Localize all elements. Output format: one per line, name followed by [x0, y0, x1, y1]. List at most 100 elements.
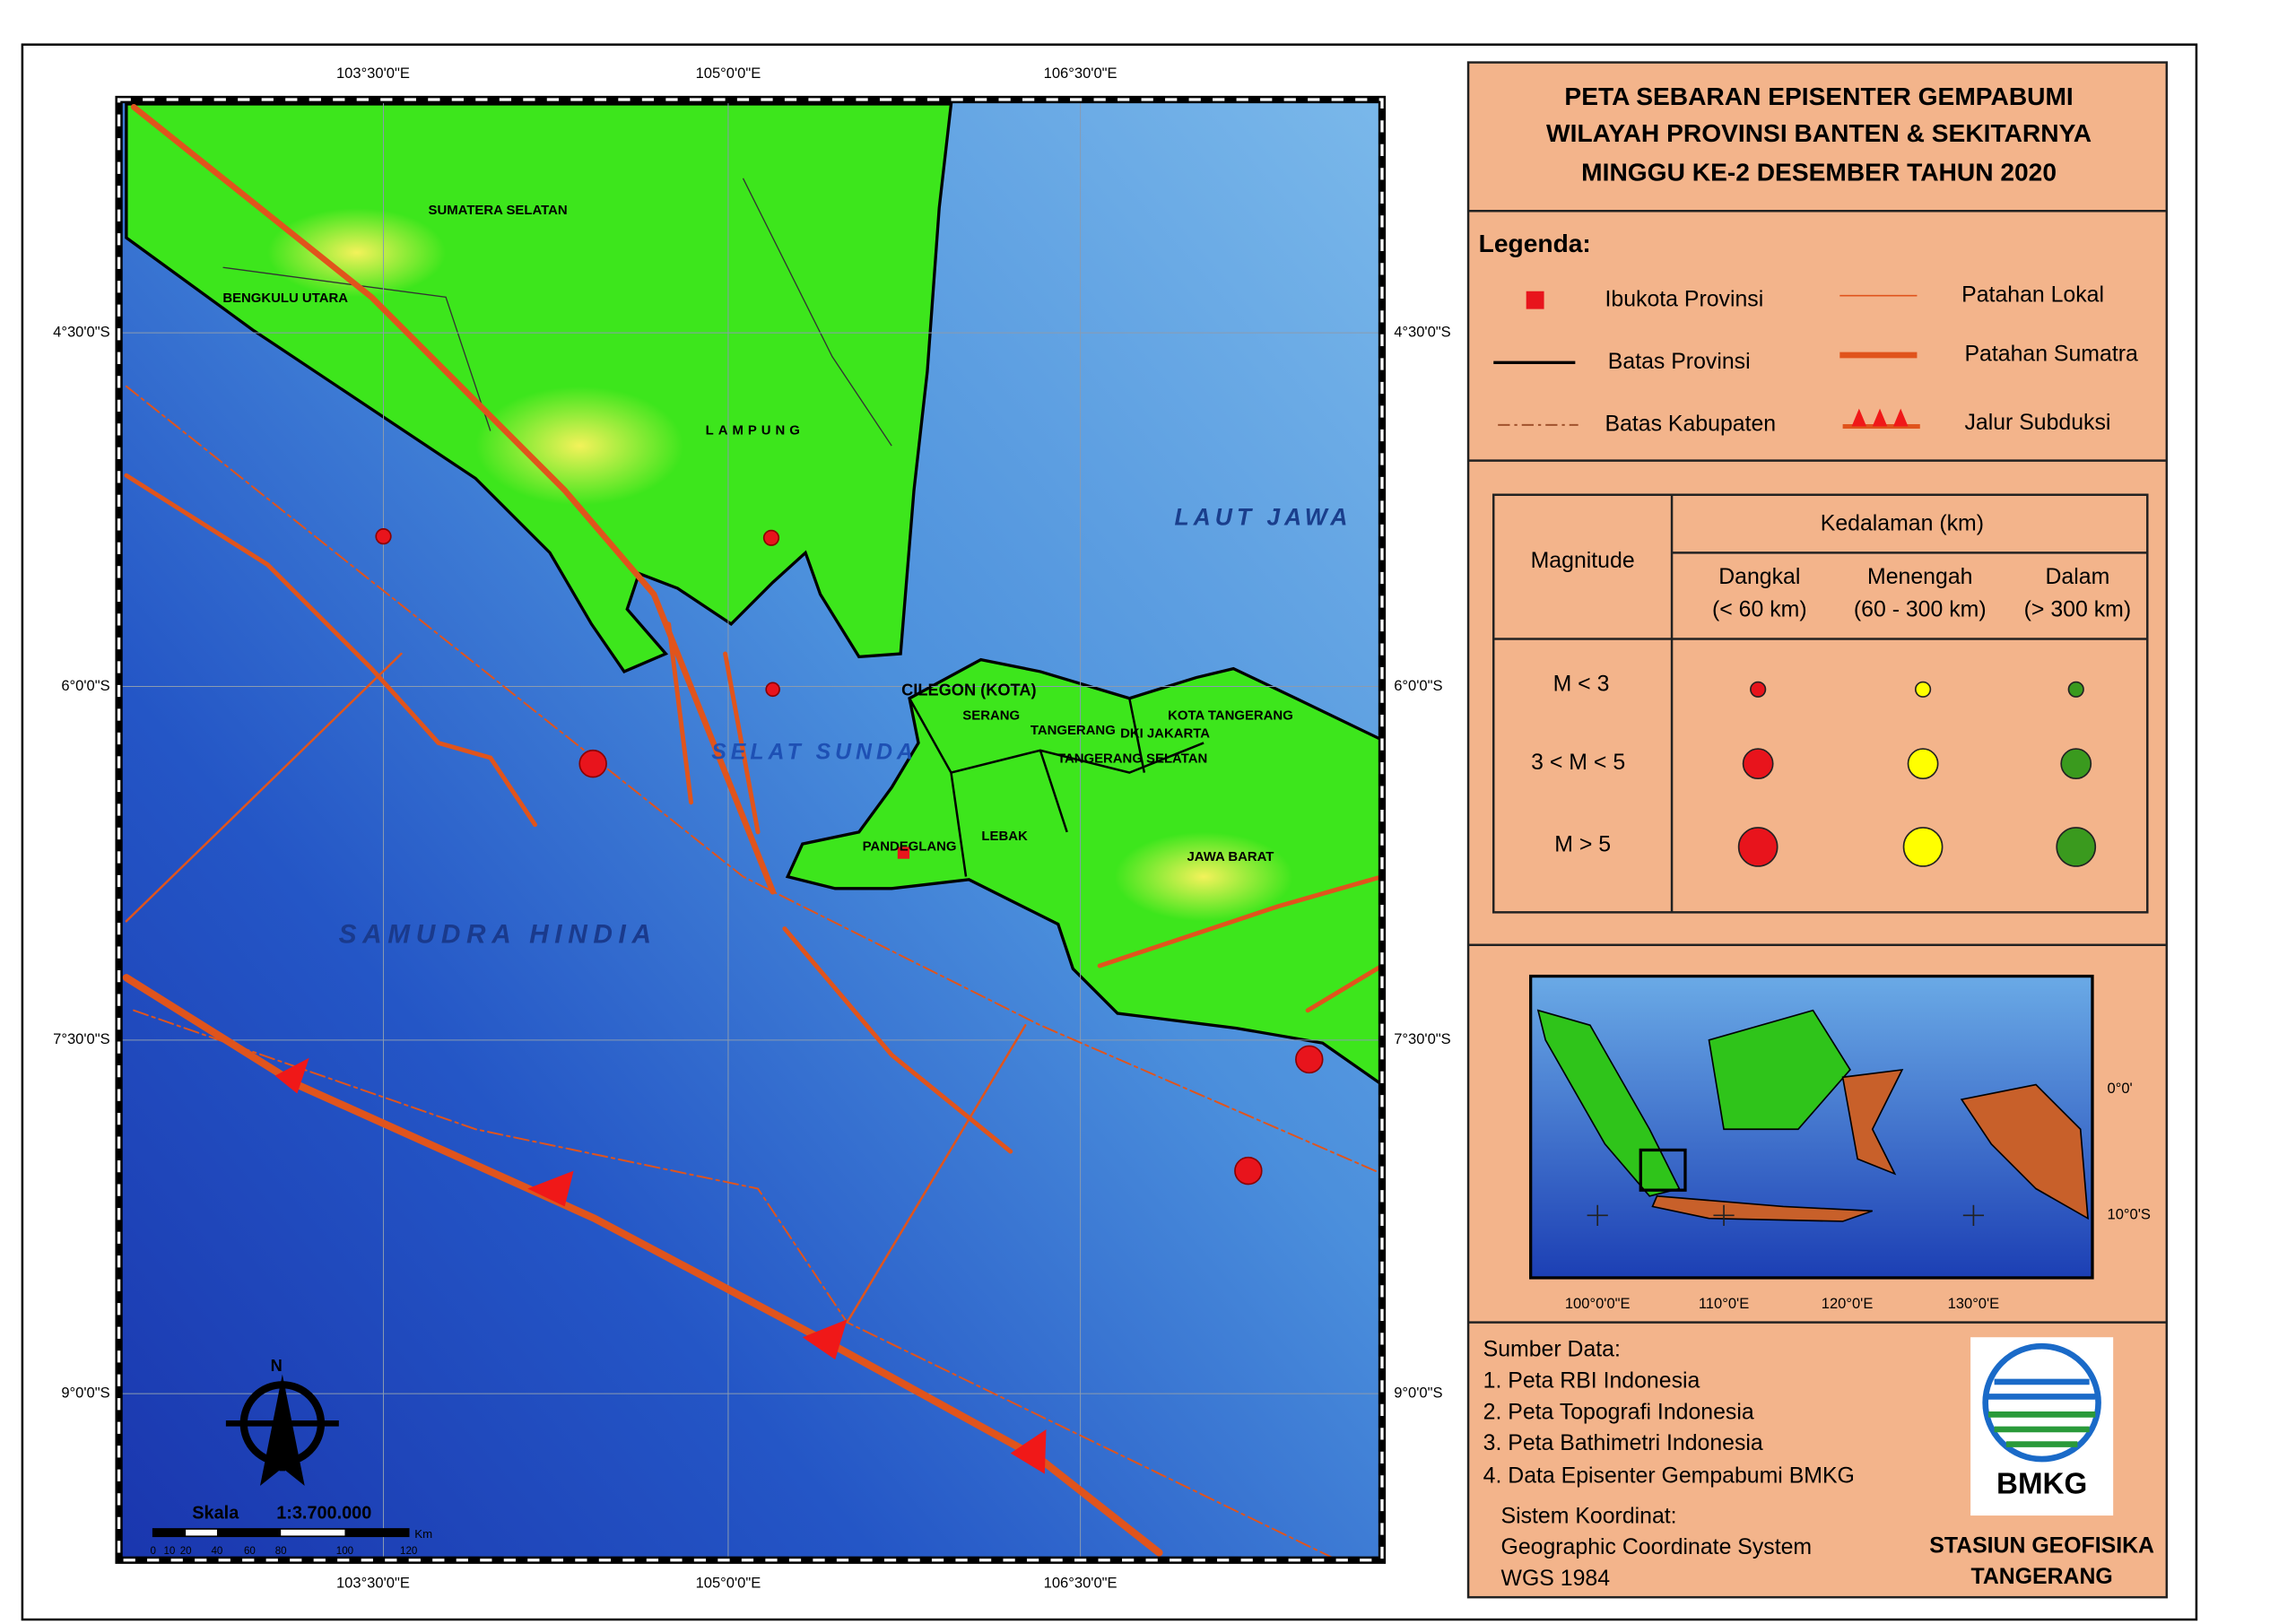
- lat-label: 7°30'0"S: [53, 1030, 110, 1047]
- region-label: PANDEGLANG: [863, 839, 957, 854]
- region-label: LAMPUNG: [706, 423, 804, 438]
- station: TANGERANG: [1970, 1565, 2112, 1589]
- scale-tick: 100: [336, 1546, 353, 1557]
- scale-tick: 20: [180, 1546, 192, 1557]
- source-item: 3. Peta Bathimetri Indonesia: [1483, 1431, 1763, 1455]
- north-arrow: N: [225, 1357, 339, 1486]
- region-label: CILEGON (KOTA): [901, 681, 1036, 699]
- scale-tick: 40: [212, 1546, 223, 1557]
- inset-lat-label: 10°0'S: [2108, 1206, 2151, 1223]
- scale-tick: 60: [244, 1546, 256, 1557]
- magnitude-symbol: [2060, 748, 2092, 780]
- lat-label: 7°30'0"S: [1394, 1030, 1451, 1047]
- region-label: LEBAK: [981, 829, 1028, 844]
- scale-label: Skala: [192, 1504, 239, 1524]
- legend-heading: Legenda:: [1479, 230, 1591, 257]
- magnitude-symbol: [2056, 827, 2097, 867]
- inset-lat-label: 0°0': [2108, 1080, 2133, 1097]
- lat-label: 9°0'0"S: [61, 1385, 109, 1402]
- lon-label: 105°0'0"E: [696, 65, 761, 82]
- map-frame: [117, 98, 1384, 1562]
- lon-label: 103°30'0"E: [336, 65, 410, 82]
- district-border: [222, 178, 892, 447]
- legend-label: Ibukota Provinsi: [1605, 287, 1763, 311]
- table-header: (< 60 km): [1712, 598, 1807, 622]
- region-label: SUMATERA SELATAN: [429, 204, 568, 218]
- table-header: Magnitude: [1531, 549, 1635, 573]
- magnitude-symbol: [1914, 681, 1932, 698]
- coordinate-labels: 103°30'0"E 105°0'0"E 106°30'0"E 103°30'0…: [53, 65, 1451, 1591]
- table-header: Dangkal: [1718, 565, 1800, 589]
- table-header: Menengah: [1867, 565, 1972, 589]
- sumatra-fault: [666, 621, 761, 835]
- main-map: [121, 102, 1379, 1558]
- inset-lon-label: 100°0'0"E: [1565, 1295, 1631, 1312]
- lon-label: 103°30'0"E: [336, 1575, 410, 1592]
- table-header: (60 - 300 km): [1854, 598, 1987, 622]
- row-label: 3 < M < 5: [1531, 751, 1625, 775]
- magnitude-symbol: [1750, 681, 1767, 698]
- scale: Skala 1:3.700.000 Km 0 10 20 40 60 80 100 120: [150, 1504, 432, 1557]
- title: WILAYAH PROVINSI BANTEN & SEKITARNYA: [1546, 119, 2092, 147]
- scale-tick: 0: [150, 1546, 155, 1557]
- highland: [475, 386, 684, 506]
- magnitude-symbol: [1907, 748, 1939, 780]
- province-border: [908, 698, 1205, 877]
- row-label: M < 3: [1553, 672, 1610, 696]
- north-label: N: [271, 1357, 283, 1375]
- subduction-teeth: [274, 1057, 1047, 1474]
- magnitude-symbol: [2067, 681, 2084, 698]
- region-label: DKI JAKARTA: [1120, 726, 1210, 741]
- row-label: M > 5: [1554, 832, 1611, 856]
- source-item: 1. Peta RBI Indonesia: [1483, 1368, 1700, 1393]
- lat-label: 6°0'0"S: [1394, 677, 1442, 694]
- sea-label: LAUT JAWA: [1174, 503, 1352, 530]
- district-border: [133, 1009, 1334, 1558]
- local-fault: [125, 652, 1027, 1324]
- district-border: [125, 385, 1379, 1174]
- local-fault: [782, 926, 1013, 1154]
- magnitude-table: [1492, 493, 2149, 914]
- info-panel: PETA SEBARAN EPISENTER GEMPABUMI WILAYAH…: [1466, 61, 2169, 1599]
- title: MINGGU KE-2 DESEMBER TAHUN 2020: [1581, 158, 2057, 186]
- title: PETA SEBARAN EPISENTER GEMPABUMI: [1564, 83, 2073, 110]
- table-header: Dalam: [2045, 565, 2109, 589]
- province-capital: [897, 847, 910, 859]
- region-label: TANGERANG: [1031, 724, 1116, 738]
- scale-tick: 120: [400, 1546, 417, 1557]
- region-label: TANGERANG SELATAN: [1057, 752, 1207, 767]
- region-label: BENGKULU UTARA: [222, 291, 348, 306]
- land-java: [785, 657, 1379, 1085]
- region-label: SERANG: [962, 709, 1020, 724]
- highland: [1114, 831, 1293, 922]
- sea-label: SELAT SUNDA: [711, 741, 918, 765]
- faults: [122, 103, 1379, 1558]
- source-item: 2. Peta Topografi Indonesia: [1483, 1400, 1754, 1424]
- station: STASIUN GEOFISIKA: [1929, 1533, 2154, 1558]
- coord-system: Sistem Koordinat:: [1501, 1504, 1677, 1528]
- map-labels: SUMATERA SELATAN BENGKULU UTARA LAMPUNG …: [222, 204, 1352, 950]
- graticule: [121, 102, 1379, 1558]
- lon-label: 105°0'0"E: [696, 1575, 761, 1592]
- lat-label: 9°0'0"S: [1394, 1385, 1442, 1402]
- inset-lon-label: 130°0'E: [1948, 1295, 2000, 1312]
- coord-system: WGS 1984: [1501, 1567, 1611, 1591]
- region-label: KOTA TANGERANG: [1168, 709, 1293, 724]
- source-item: 4. Data Episenter Gempabumi BMKG: [1483, 1464, 1855, 1489]
- highland: [267, 207, 447, 298]
- table-header: Kedalaman (km): [1821, 511, 1984, 535]
- region-label: JAWA BARAT: [1187, 850, 1274, 864]
- legend-symbol: [1526, 291, 1544, 309]
- lat-label: 4°30'0"S: [53, 324, 110, 341]
- legend-symbol: [1842, 408, 1920, 430]
- local-fault: [124, 473, 538, 828]
- table-header: (> 300 km): [2024, 598, 2131, 622]
- scale-tick: 10: [163, 1546, 175, 1557]
- magnitude-symbol: [1902, 827, 1944, 867]
- epicenters: [375, 528, 1324, 1185]
- sources-heading: Sumber Data:: [1483, 1338, 1621, 1362]
- magnitude-symbol: [1737, 827, 1779, 867]
- inset-lon-label: 110°0'E: [1699, 1295, 1749, 1312]
